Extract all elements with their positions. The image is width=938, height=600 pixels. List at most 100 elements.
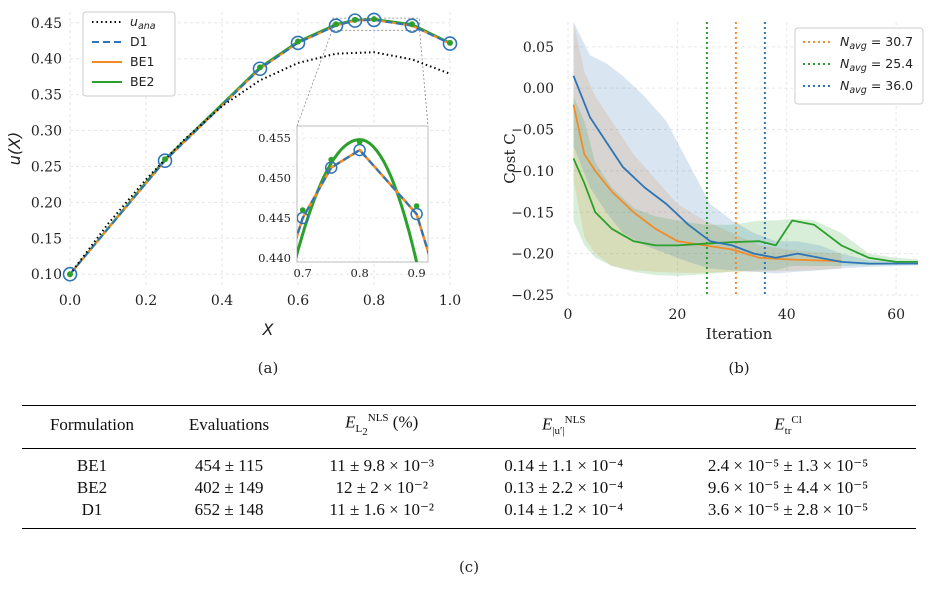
series-line-d1 (572, 75, 918, 265)
legend-label-be1: BE1 (130, 54, 154, 69)
inset-y-tick-label: 0.440 (258, 251, 291, 265)
table-cell: 3.6 × 10⁻⁵ ± 2.8 × 10⁻⁵ (707, 500, 869, 520)
inset-y-tick-label: 0.450 (258, 171, 291, 185)
inset-y-tick-label: 0.455 (258, 131, 291, 145)
table-cell: 0.13 ± 2.2 × 10⁻⁴ (504, 478, 624, 498)
marker-d1 (347, 13, 363, 28)
y-tick-label-a: 0.10 (31, 267, 62, 283)
table-cell: 2.4 × 10⁻⁵ ± 1.3 × 10⁻⁵ (707, 456, 869, 476)
header-evaluations: Evaluations (161, 405, 297, 450)
header-e-l2: EL2NLS (%) (296, 405, 468, 450)
y-tick-label-b: 0.05 (523, 40, 554, 56)
y-tick-label-b: −0.10 (511, 164, 554, 180)
y-tick-label-a: 0.35 (31, 88, 62, 104)
y-tick-label-b: −0.25 (511, 288, 554, 304)
inset-x-tick-label: 0.9 (407, 266, 425, 280)
zoom-region-box (331, 17, 421, 31)
legend-label-be2: BE2 (130, 74, 154, 89)
series-line-be1 (572, 104, 842, 262)
x-tick-label-a: 1.0 (439, 293, 461, 309)
inset-plot-area (297, 138, 428, 262)
marker-d1 (157, 153, 173, 169)
caption-c: (c) (458, 558, 480, 576)
zoom-connector-line (419, 30, 429, 127)
series-line-be2 (572, 158, 918, 263)
table-cell: 0.14 ± 1.2 × 10⁻⁴ (504, 500, 624, 520)
inset-marker-be2 (328, 156, 334, 163)
caption-a: (a) (258, 359, 279, 377)
caption-b: (b) (728, 359, 749, 377)
marker-d1 (442, 36, 458, 51)
panel-b: 0 20 40 60 0.05 0.00 −0.05 −0.10 −0.15 −0.20 −0.25… (501, 22, 924, 377)
x-tick-label-a: 0.4 (211, 293, 233, 309)
marker-be2 (333, 21, 339, 28)
x-axis-label-b: Iteration (706, 325, 773, 343)
inset-marker-be2 (299, 207, 306, 213)
y-tick-label-a: 0.45 (31, 16, 62, 32)
panel-a: 0.0 0.2 0.4 0.6 0.8 1.0 0.10 0.15 0.20 0.25 0.30 0.… (5, 11, 461, 377)
inset-marker-be2 (413, 203, 420, 209)
table-cell: BE2 (76, 478, 108, 498)
table-cell: D1 (81, 500, 103, 520)
x-axis-label-a: X (262, 320, 275, 339)
inset-marker-be2 (356, 139, 363, 145)
inset-x-tick-label: 0.8 (351, 266, 369, 280)
inset-frame (296, 125, 429, 263)
marker-d1 (366, 12, 382, 28)
header-e-du: E|u′|NLS (467, 405, 661, 450)
legend-label-u-ana: uana (130, 14, 156, 32)
legend-label-d1: D1 (130, 34, 148, 49)
x-tick-label-a: 0.0 (59, 293, 81, 309)
marker-d1 (62, 266, 78, 282)
marker-d1 (290, 35, 306, 51)
x-tick-label-a: 0.6 (287, 293, 309, 309)
results-table: Formulation Evaluations EL2NLS (%) E|u′|… (22, 405, 916, 529)
table-cell: BE1 (76, 456, 108, 476)
figure-canvas: 0.0 0.2 0.4 0.6 0.8 1.0 0.10 0.15 0.20 0.25 0.30 0.… (5, 11, 924, 377)
marker-be2 (447, 39, 453, 46)
table-cell: 9.6 × 10⁻⁵ ± 4.4 × 10⁻⁵ (707, 478, 869, 498)
table-cell: 652 ± 148 (194, 500, 264, 520)
legend-label-vline: Navg = 36.0 (840, 78, 913, 96)
table-cell: 0.14 ± 1.1 × 10⁻⁴ (504, 456, 624, 476)
marker-d1 (252, 61, 268, 77)
table-row: BE1 454 ± 115 11 ± 9.8 × 10⁻³ 0.14 ± 1.1 × … (22, 449, 916, 478)
table-body: BE1 454 ± 115 11 ± 9.8 × 10⁻³ 0.14 ± 1.1 × … (22, 449, 916, 529)
x-tick-label-b: 40 (778, 307, 796, 323)
table-cell: 11 ± 9.8 × 10⁻³ (329, 456, 435, 476)
y-tick-label-b: −0.05 (511, 123, 554, 139)
confidence-band-be1 (573, 22, 842, 273)
y-tick-label-a: 0.40 (31, 52, 62, 68)
legend-b: Navg = 30.7 Navg = 25.4 Navg = 36.0 (794, 27, 924, 105)
marker-be2 (295, 38, 301, 45)
y-tick-label-a: 0.30 (31, 124, 62, 140)
x-tick-label-a: 0.2 (135, 293, 157, 309)
y-tick-label-b: 0.00 (523, 81, 554, 97)
legend-a: uana D1 BE1 BE2 (82, 11, 176, 97)
marker-be2 (371, 16, 377, 23)
legend-frame (82, 11, 176, 97)
header-formulation: Formulation (22, 405, 162, 450)
header-e-tr: EtrCl (660, 405, 916, 450)
y-tick-label-a: 0.25 (31, 159, 62, 175)
confidence-band-d1 (573, 22, 918, 274)
x-tick-label-b: 20 (668, 307, 686, 323)
legend-label-vline: Navg = 30.7 (840, 34, 913, 52)
legend-frame (794, 27, 924, 105)
table-row: BE2 402 ± 149 12 ± 2 × 10⁻² 0.13 ± 2.2 × 10… (22, 477, 916, 499)
y-tick-label-a: 0.15 (31, 231, 62, 247)
y-tick-label-b: −0.15 (511, 205, 554, 221)
marker-d1 (404, 18, 420, 33)
zoom-connector-line (296, 30, 333, 127)
inset-y-tick-label: 0.445 (258, 211, 291, 225)
x-tick-label-b: 60 (887, 307, 905, 323)
table-row: D1 652 ± 148 11 ± 1.6 × 10⁻² 0.14 ± 1.2 × 1… (22, 499, 916, 529)
inset-series-d1 (297, 148, 428, 256)
marker-be2 (352, 16, 358, 23)
y-axis-label-b: Cost C (501, 133, 519, 183)
table-cell: 12 ± 2 × 10⁻² (335, 478, 428, 498)
inset-x-tick-label: 0.7 (294, 266, 312, 280)
marker-d1 (328, 18, 344, 33)
legend-label-vline: Navg = 25.4 (840, 56, 913, 74)
marker-be2 (67, 271, 73, 278)
